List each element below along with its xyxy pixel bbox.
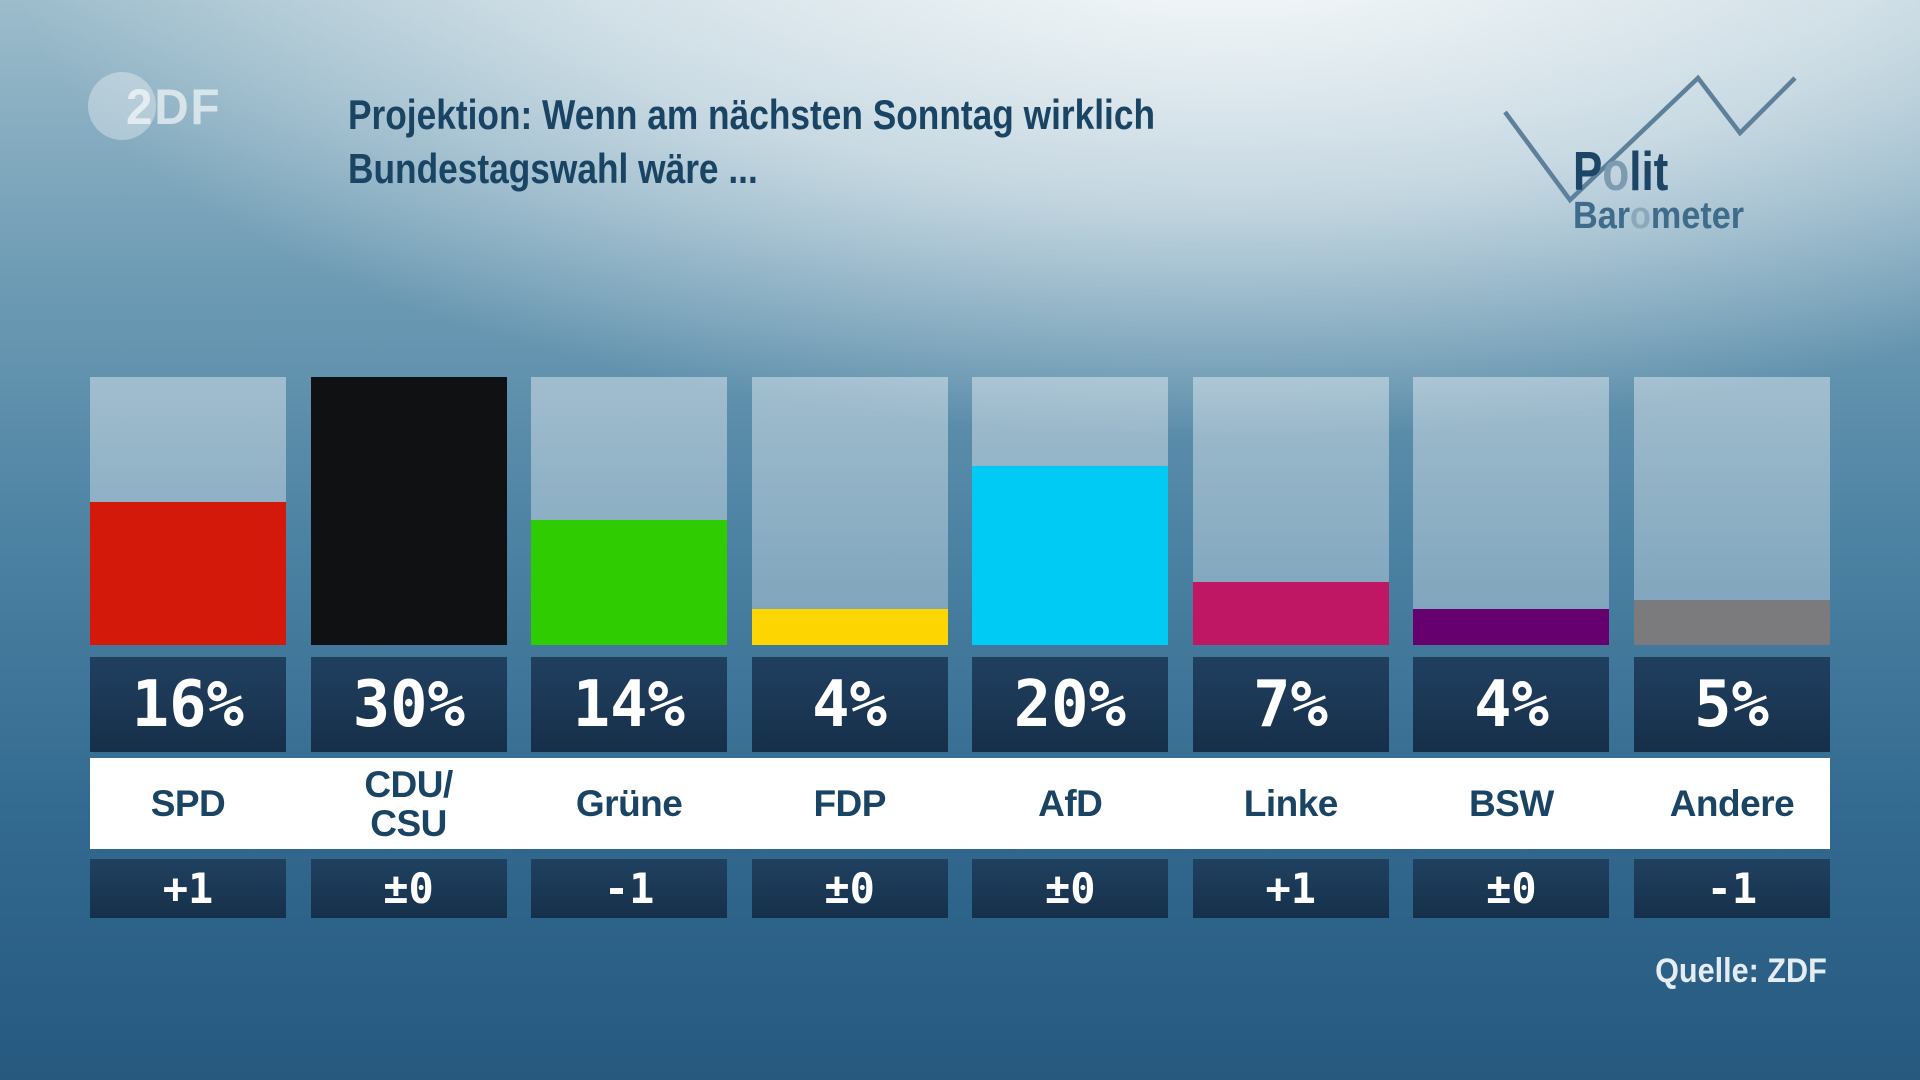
party-bar <box>90 502 286 645</box>
brand-barometer: Barometer <box>1573 195 1745 237</box>
zigzag-line-icon <box>1503 74 1797 204</box>
change-label: +1 <box>162 864 214 913</box>
bar-track <box>751 377 948 645</box>
bar-track <box>1633 377 1830 645</box>
party-label: CDU/CSU <box>311 758 507 849</box>
party-label-line: SPD <box>150 783 226 824</box>
labels-row: SPD CDU/CSU Grüne FDP AfD Linke BSW Andere <box>90 758 1830 849</box>
value-label: 16% <box>131 667 245 742</box>
party-bar <box>531 519 728 645</box>
party-label: AfD <box>972 758 1168 849</box>
value-label: 4% <box>812 667 888 742</box>
changes-row: +1 ±0 -1 ±0 ±0 +1 ±0 -1 <box>90 859 1830 918</box>
bar-track <box>310 377 507 645</box>
change-box: -1 <box>531 859 728 918</box>
party-label: FDP <box>752 758 948 849</box>
value-box: 30% <box>310 657 507 752</box>
party-label: Andere <box>1634 758 1830 849</box>
party-bar <box>1633 600 1830 645</box>
party-label: Grüne <box>531 758 727 849</box>
party-bar <box>972 466 1169 645</box>
party-name-band: SPD CDU/CSU Grüne FDP AfD Linke BSW Andere <box>90 758 1830 849</box>
party-label: Linke <box>1193 758 1389 849</box>
party-label-line: CSU <box>370 802 447 844</box>
value-box: 5% <box>1633 657 1830 752</box>
party-bar <box>1192 582 1389 645</box>
value-box: 20% <box>972 657 1169 752</box>
value-label: 4% <box>1473 667 1549 742</box>
change-label: +1 <box>1265 864 1317 913</box>
change-label: ±0 <box>1044 864 1096 913</box>
change-box: ±0 <box>1413 859 1610 918</box>
change-label: ±0 <box>1486 864 1537 913</box>
change-box: +1 <box>1192 859 1389 918</box>
value-box: 14% <box>531 657 728 752</box>
bar-track <box>90 377 286 645</box>
change-box: ±0 <box>972 859 1169 918</box>
chart-title-line1: Projektion: Wenn am nächsten Sonntag wir… <box>348 91 1156 138</box>
bar-track <box>1413 377 1610 645</box>
value-box: 16% <box>90 657 286 752</box>
zdf-logo: 2DF <box>88 72 238 144</box>
bar-track <box>531 377 728 645</box>
change-label: ±0 <box>824 864 875 913</box>
change-box: ±0 <box>310 859 507 918</box>
value-label: 30% <box>352 667 465 742</box>
change-label: ±0 <box>383 864 434 913</box>
bar-track <box>1192 377 1389 645</box>
party-bar <box>310 377 507 645</box>
value-box: 7% <box>1192 657 1389 752</box>
party-label-line: AfD <box>1038 783 1103 824</box>
party-bar <box>751 609 948 645</box>
source-label: Quelle: ZDF <box>1655 952 1827 990</box>
zdf-logo-circle-icon <box>88 72 156 140</box>
bars-row <box>90 377 1830 645</box>
value-label: 14% <box>573 667 686 742</box>
chart-title: Projektion: Wenn am nächsten Sonntag wir… <box>348 88 1155 196</box>
change-box: +1 <box>90 859 286 918</box>
party-label: SPD <box>90 758 286 849</box>
zdf-logo-text: 2DF <box>126 79 222 135</box>
party-label-line: BSW <box>1468 783 1554 824</box>
politbarometer-logo: Polit Barometer <box>1490 60 1830 237</box>
value-box: 4% <box>1413 657 1610 752</box>
party-label: BSW <box>1413 758 1609 849</box>
value-label: 20% <box>1014 667 1127 742</box>
change-label: -1 <box>603 864 655 913</box>
values-row: 16% 30% 14% 4% 20% 7% 4% 5% <box>90 657 1830 752</box>
party-label-line: CDU/ <box>364 763 453 805</box>
bar-track <box>972 377 1169 645</box>
party-label-line: Grüne <box>575 783 683 824</box>
chart-title-line2: Bundestagswahl wäre ... <box>348 145 758 192</box>
party-label-line: Linke <box>1243 783 1339 824</box>
value-box: 4% <box>751 657 948 752</box>
party-label-line: Andere <box>1669 783 1795 824</box>
change-box: ±0 <box>751 859 948 918</box>
change-label: -1 <box>1706 864 1758 913</box>
party-bar <box>1413 609 1610 645</box>
change-box: -1 <box>1633 859 1830 918</box>
value-label: 7% <box>1253 667 1329 742</box>
value-label: 5% <box>1694 667 1770 742</box>
brand-polit: Polit <box>1573 140 1669 202</box>
party-label-line: FDP <box>813 783 886 824</box>
